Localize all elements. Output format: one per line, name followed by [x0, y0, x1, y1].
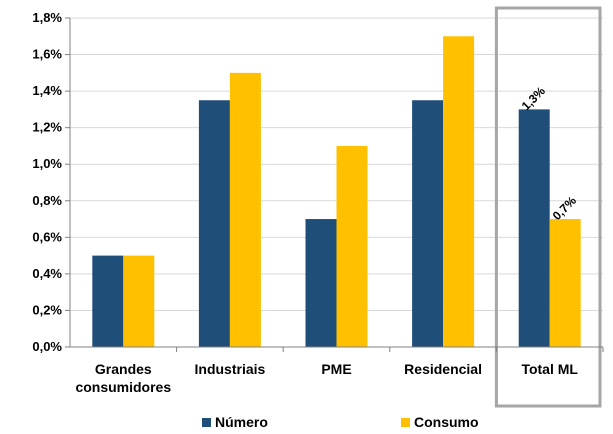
bar-consumo-industriais [229, 72, 261, 347]
legend-swatch [202, 418, 211, 427]
x-tick-label: consumidores [75, 379, 171, 395]
bar-consumo-grandes-consumidores [123, 255, 155, 347]
y-tick-label: 0,6% [32, 229, 62, 244]
legend-swatch [401, 418, 410, 427]
bar-número-pme [305, 219, 337, 347]
bar-número-residencial [412, 100, 444, 347]
y-tick-label: 0,4% [32, 266, 62, 281]
x-tick-label: Grandes [95, 361, 152, 377]
bar-número-grandes-consumidores [92, 255, 124, 347]
highlight-box [494, 6, 602, 408]
x-tick-label: PME [321, 361, 351, 377]
x-tick-label: Residencial [404, 361, 482, 377]
data-label: 1,3% [519, 84, 548, 113]
labels: 0,0% 0,2% 0,4% 0,6% 0,8% 1,0% 1,2% 1,4% 1,6% 1,8%… [32, 10, 579, 395]
bars [92, 36, 581, 348]
bar-consumo-total-ml [549, 219, 581, 347]
y-tick-label: 0,2% [32, 302, 62, 317]
bar-número-total-ml [518, 109, 550, 347]
legend-label: Consumo [414, 414, 479, 430]
highlight-box-layer [494, 6, 602, 408]
bar-consumo-pme [336, 145, 368, 347]
data-label: 0,7% [550, 193, 579, 222]
y-tick-label: 0,8% [32, 193, 62, 208]
y-tick-label: 1,0% [32, 156, 62, 171]
y-tick-label: 1,2% [32, 120, 62, 135]
y-tick-label: 0,0% [32, 339, 62, 354]
bar-consumo-residencial [443, 36, 475, 348]
y-tick-label: 1,6% [32, 47, 62, 62]
legend: Número Consumo [202, 414, 479, 430]
bar-número-industriais [198, 100, 230, 347]
x-tick-label: Industriais [195, 361, 266, 377]
axes [65, 17, 604, 352]
legend-label: Número [215, 414, 268, 430]
y-tick-label: 1,8% [32, 10, 62, 25]
y-tick-label: 1,4% [32, 83, 62, 98]
x-tick-label: Total ML [521, 361, 578, 377]
